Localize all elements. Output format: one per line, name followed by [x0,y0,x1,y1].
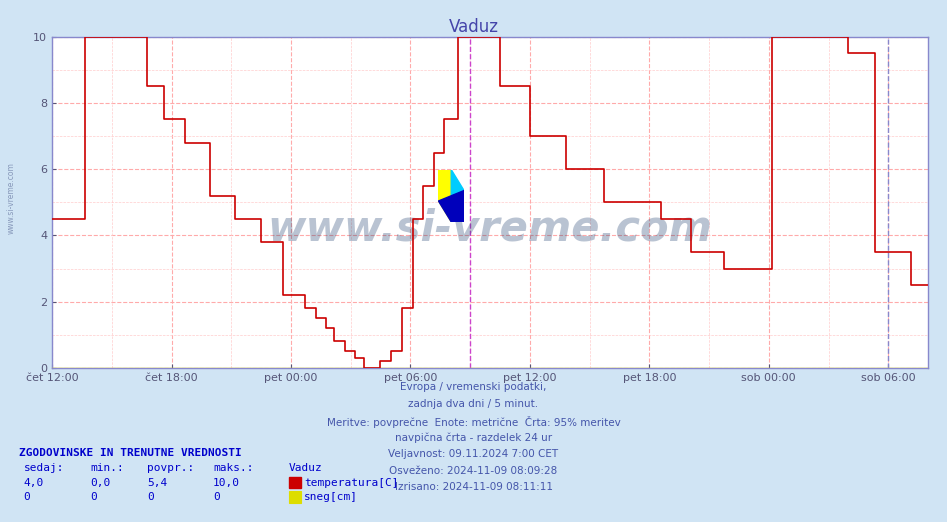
Text: Vaduz: Vaduz [289,463,323,473]
Polygon shape [452,170,464,222]
Text: Evropa / vremenski podatki,: Evropa / vremenski podatki, [401,382,546,392]
Polygon shape [438,191,464,222]
Text: Vaduz: Vaduz [449,18,498,36]
Text: 10,0: 10,0 [213,478,241,488]
Text: ZGODOVINSKE IN TRENUTNE VREDNOSTI: ZGODOVINSKE IN TRENUTNE VREDNOSTI [19,447,241,458]
Text: sneg[cm]: sneg[cm] [304,492,358,503]
Text: Osveženo: 2024-11-09 08:09:28: Osveženo: 2024-11-09 08:09:28 [389,466,558,476]
Text: navpična črta - razdelek 24 ur: navpična črta - razdelek 24 ur [395,432,552,443]
Text: 0: 0 [90,492,97,503]
Text: Veljavnost: 09.11.2024 7:00 CET: Veljavnost: 09.11.2024 7:00 CET [388,449,559,459]
Text: 0: 0 [24,492,30,503]
Text: temperatura[C]: temperatura[C] [304,478,399,488]
Text: Meritve: povprečne  Enote: metrične  Črta: 95% meritev: Meritve: povprečne Enote: metrične Črta:… [327,416,620,428]
Text: 0,0: 0,0 [90,478,110,488]
Text: 5,4: 5,4 [147,478,167,488]
Text: zadnja dva dni / 5 minut.: zadnja dva dni / 5 minut. [408,399,539,409]
Text: povpr.:: povpr.: [147,463,194,473]
Text: sedaj:: sedaj: [24,463,64,473]
Text: 4,0: 4,0 [24,478,44,488]
Text: 0: 0 [213,492,220,503]
Text: www.si-vreme.com: www.si-vreme.com [268,208,712,250]
Text: maks.:: maks.: [213,463,254,473]
Text: min.:: min.: [90,463,124,473]
Polygon shape [438,170,452,222]
Text: Izrisano: 2024-11-09 08:11:11: Izrisano: 2024-11-09 08:11:11 [395,482,552,492]
Text: www.si-vreme.com: www.si-vreme.com [7,162,16,234]
Text: 0: 0 [147,492,153,503]
